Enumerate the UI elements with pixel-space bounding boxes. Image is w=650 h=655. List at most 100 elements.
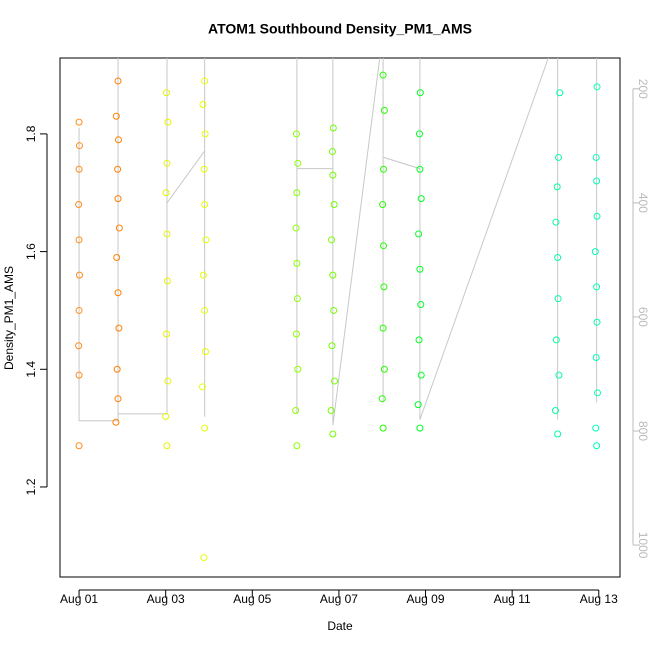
point (417, 301, 425, 309)
point (330, 306, 338, 314)
point (554, 253, 562, 261)
x-tick-label: Aug 09 (407, 592, 445, 606)
point (113, 253, 121, 261)
point (415, 230, 423, 238)
point (380, 283, 388, 291)
point (380, 165, 388, 173)
point (553, 183, 561, 191)
point (593, 389, 601, 397)
point (328, 342, 336, 350)
altitude-line (78, 58, 598, 426)
point (379, 201, 387, 209)
point (164, 118, 172, 126)
point (112, 418, 120, 426)
point (556, 89, 564, 97)
point (201, 77, 209, 85)
point (75, 118, 83, 126)
point (293, 442, 301, 450)
point (114, 165, 122, 173)
y-axis-label: Density_PM1_AMS (2, 266, 16, 370)
point (75, 236, 83, 244)
y2-tick-label: 200 (636, 79, 650, 99)
x-tick-label: Aug 11 (494, 592, 531, 606)
point (200, 554, 208, 562)
point (115, 324, 123, 332)
point (552, 218, 560, 226)
point (162, 189, 170, 197)
chart-title: ATOM1 Southbound Density_PM1_AMS (208, 21, 472, 37)
point (593, 283, 601, 291)
point (202, 236, 210, 244)
point (327, 406, 335, 414)
x-tick-label: Aug 01 (60, 592, 98, 606)
x-tick-label: Aug 05 (233, 592, 271, 606)
point (416, 89, 424, 97)
point (294, 365, 302, 373)
point (200, 165, 208, 173)
y2-tick-label: 1000 (636, 532, 650, 559)
point (380, 106, 388, 114)
point (201, 306, 209, 314)
point (414, 401, 422, 409)
point (380, 242, 388, 250)
y-tick-label: 1.8 (24, 125, 38, 142)
point (329, 271, 337, 279)
y-tick-label: 1.6 (24, 243, 38, 260)
point (379, 424, 387, 432)
y2-tick-label: 400 (636, 193, 650, 213)
x-tick-label: Aug 07 (320, 592, 358, 606)
point (199, 100, 207, 108)
point (329, 171, 337, 179)
y2-tick-label: 800 (636, 421, 650, 441)
point (329, 124, 337, 132)
point (163, 277, 171, 285)
point (593, 83, 601, 91)
point (293, 295, 301, 303)
point (328, 148, 336, 156)
point (115, 224, 123, 232)
point (593, 177, 601, 185)
point (162, 412, 170, 420)
point (163, 89, 171, 97)
point (163, 159, 171, 167)
point (552, 336, 560, 344)
point (293, 189, 301, 197)
point (331, 377, 339, 385)
point (554, 153, 562, 161)
point (114, 195, 122, 203)
point (294, 159, 302, 167)
x-axis-label: Date (327, 619, 353, 633)
point (114, 77, 122, 85)
point (416, 424, 424, 432)
point (592, 354, 600, 362)
point (417, 371, 425, 379)
point (163, 330, 171, 338)
point (416, 265, 424, 273)
point (75, 142, 83, 150)
point (417, 195, 425, 203)
point (330, 201, 338, 209)
point (199, 271, 207, 279)
point (292, 330, 300, 338)
point (378, 395, 386, 403)
point (114, 395, 122, 403)
point (292, 224, 300, 232)
point (113, 365, 121, 373)
y-tick-label: 1.2 (24, 478, 38, 495)
point (198, 383, 206, 391)
point (75, 201, 83, 209)
point (75, 342, 83, 350)
point (554, 430, 562, 438)
point (380, 365, 388, 373)
x-tick-label: Aug 03 (147, 592, 185, 606)
point (112, 112, 120, 120)
point (164, 377, 172, 385)
point (114, 136, 122, 144)
y2-tick-label: 600 (636, 307, 650, 327)
point (75, 271, 83, 279)
point (416, 165, 424, 173)
point (592, 424, 600, 432)
point (292, 406, 300, 414)
point (75, 371, 83, 379)
